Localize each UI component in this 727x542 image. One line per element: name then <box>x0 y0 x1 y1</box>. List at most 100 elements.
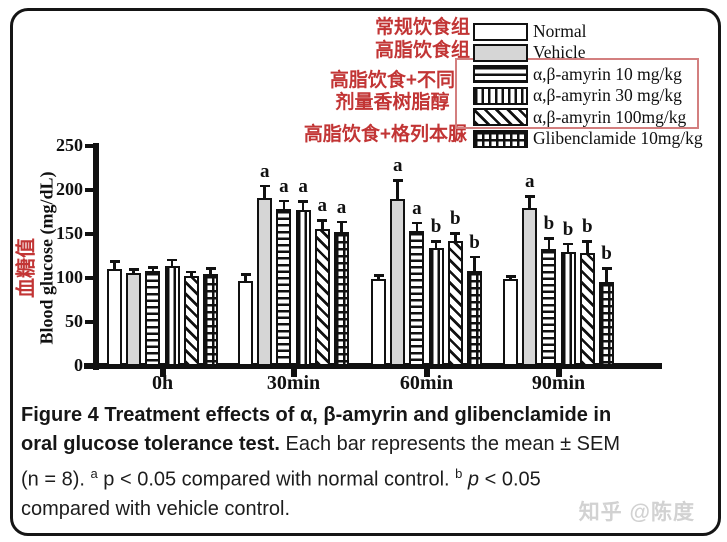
error-bar-stem <box>244 274 247 281</box>
y-tick-label: 150 <box>56 223 83 243</box>
legend-item: α,β-amyrin 10 mg/kg <box>473 63 682 84</box>
x-tick <box>423 369 430 377</box>
caption-text: compared with vehicle control. <box>21 497 291 520</box>
error-bar-stem <box>528 196 531 209</box>
error-bar-stem <box>113 261 116 270</box>
caption-text: oral glucose tolerance test. <box>21 433 280 455</box>
caption-text: Each bar represents the mean ± SEM <box>279 433 621 455</box>
bar-vlines <box>560 252 576 366</box>
error-bar-cap <box>373 274 384 277</box>
y-tick <box>85 232 94 236</box>
figure-frame <box>10 8 721 536</box>
y-tick <box>85 364 94 368</box>
legend-item: α,β-amyrin 100mg/kg <box>473 106 687 127</box>
legend-swatch-diag <box>473 108 528 127</box>
caption-text: b <box>455 466 463 481</box>
error-bar-stem <box>170 259 174 266</box>
y-tick <box>85 320 94 324</box>
legend-item-label: Glibenclamide 10mg/kg <box>533 128 703 148</box>
error-bar-cap <box>543 237 554 240</box>
error-bar-cap <box>128 268 139 271</box>
bar-hlines <box>409 231 425 366</box>
bar-gray <box>390 198 406 366</box>
error-bar-cap <box>317 218 328 222</box>
error-bar-stem <box>282 200 286 210</box>
error-bar-cap <box>278 199 289 203</box>
legend-highlight-box <box>455 58 699 129</box>
error-bar-stem <box>340 221 343 233</box>
caption-line: Figure 4 Treatment effects of α, β-amyri… <box>21 401 717 430</box>
error-bar-stem <box>454 233 457 242</box>
caption-line: (n = 8). a p < 0.05 compared with normal… <box>21 459 717 495</box>
significance-letter: b <box>543 213 555 235</box>
annotation-glibenclamide-diet: 高脂饮食+格列本脲 <box>303 124 467 145</box>
error-bar-cap <box>601 267 612 270</box>
significance-letter: a <box>336 196 347 218</box>
x-category-label: 60min <box>399 372 454 394</box>
error-bar-stem <box>434 241 438 249</box>
significance-letter: b <box>430 216 442 238</box>
x-tick <box>555 369 562 377</box>
error-bar-stem <box>209 268 212 274</box>
error-bar-cap <box>240 273 251 277</box>
bar-gray <box>522 208 538 366</box>
legend-swatch-gray <box>473 43 528 62</box>
error-bar-stem <box>566 243 570 253</box>
error-bar-stem <box>301 201 305 211</box>
error-bar-cap <box>392 179 403 182</box>
y-tick-label: 50 <box>65 311 83 331</box>
bar-hlines <box>276 209 292 366</box>
legend-item-label: α,β-amyrin 30 mg/kg <box>533 85 682 106</box>
error-bar-stem <box>605 268 608 282</box>
bar-gray <box>257 197 273 366</box>
error-bar-cap <box>205 267 216 270</box>
error-bar-cap <box>431 240 442 243</box>
significance-letter: b <box>469 231 480 253</box>
watermark: 知乎 @陈度 <box>578 501 695 524</box>
legend-item-label: α,β-amyrin 100mg/kg <box>533 106 687 127</box>
significance-letter: a <box>524 171 535 193</box>
legend-swatch-plain <box>473 22 528 41</box>
y-axis-title-cn: 血糖值 <box>15 238 38 298</box>
x-axis-line <box>84 363 662 369</box>
significance-letter: a <box>279 175 289 197</box>
error-bar-cap <box>450 232 461 235</box>
caption-line: oral glucose tolerance test. Each bar re… <box>21 430 717 459</box>
legend-swatch-vlines <box>473 86 528 105</box>
x-category-label: 30min <box>266 372 321 394</box>
significance-letter: a <box>392 155 403 177</box>
error-bar-cap <box>298 200 309 204</box>
caption-text: a <box>90 466 98 481</box>
bar-vlines <box>428 248 444 366</box>
annotation-amyrin-line1: 高脂饮食+不同 <box>329 70 455 91</box>
significance-letter: b <box>450 208 461 230</box>
y-tick <box>85 144 94 148</box>
error-bar-stem <box>415 222 419 232</box>
error-bar-cap <box>469 255 480 259</box>
bar-diag <box>183 276 199 366</box>
legend-item: α,β-amyrin 30 mg/kg <box>473 85 682 106</box>
error-bar-cap <box>336 220 347 224</box>
y-tick <box>85 188 94 192</box>
error-bar-stem <box>377 275 380 279</box>
y-axis-line <box>93 143 99 370</box>
error-bar-cap <box>582 240 593 243</box>
caption-text: p < 0.05 compared with normal control. <box>97 468 456 491</box>
significance-letter: a <box>259 160 270 182</box>
caption-text: p <box>467 468 480 491</box>
bar-vlines <box>164 265 180 366</box>
legend-item-label: α,β-amyrin 10 mg/kg <box>533 63 682 84</box>
error-bar-cap <box>411 221 422 225</box>
bar-plain <box>107 269 122 366</box>
significance-letter: a <box>298 176 308 198</box>
annotation-amyrin-line2: 剂量香树脂醇 <box>335 92 450 113</box>
error-bar-stem <box>190 271 193 277</box>
figure-caption: Figure 4 Treatment effects of α, β-amyri… <box>21 401 717 524</box>
y-tick-label: 100 <box>56 267 83 287</box>
error-bar-cap <box>524 195 535 198</box>
error-bar-cap <box>259 184 270 188</box>
y-tick-label: 200 <box>56 179 83 199</box>
error-bar-cap <box>147 266 158 270</box>
y-tick <box>85 276 94 280</box>
legend-swatch-hlines <box>473 65 528 84</box>
